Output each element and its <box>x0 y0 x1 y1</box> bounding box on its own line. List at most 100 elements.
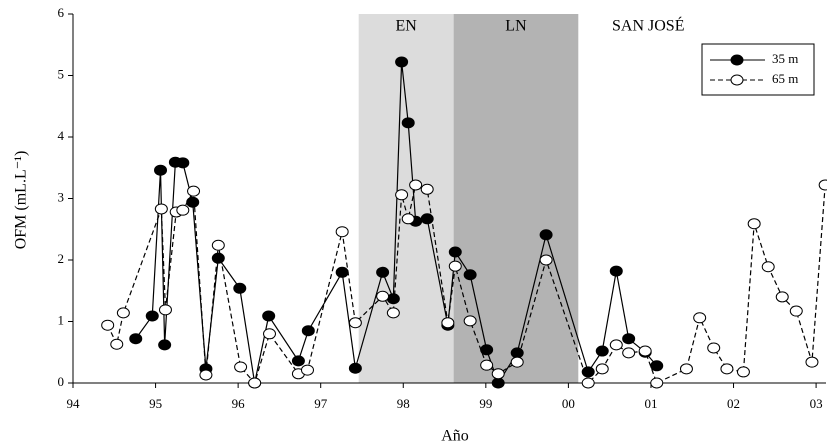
marker <box>211 252 225 264</box>
x-tick-label: 02 <box>727 396 740 411</box>
marker <box>581 366 595 378</box>
marker <box>211 239 225 251</box>
marker <box>448 260 462 272</box>
marker <box>595 363 609 375</box>
marker <box>110 338 124 350</box>
marker <box>401 213 415 225</box>
marker <box>291 355 305 367</box>
legend: 35 m 65 m <box>710 51 798 86</box>
x-axis-label: Año <box>441 428 469 445</box>
marker <box>539 229 553 241</box>
marker <box>720 363 734 375</box>
marker <box>248 377 262 389</box>
marker <box>116 307 130 319</box>
marker <box>199 369 213 381</box>
marker <box>386 307 400 319</box>
x-tick-label: 98 <box>397 396 410 411</box>
y-tick-label: 4 <box>58 128 65 143</box>
legend-box <box>701 43 815 96</box>
y-tick-label: 6 <box>58 5 65 20</box>
marker <box>609 265 623 277</box>
x-tick-label: 96 <box>232 396 246 411</box>
legend-marker <box>730 74 744 86</box>
x-tick-label: 99 <box>479 396 492 411</box>
region-label: EN <box>395 18 417 35</box>
marker <box>262 310 276 322</box>
x-tick-label: 00 <box>562 396 575 411</box>
x-tick-label: 01 <box>644 396 657 411</box>
regions: EN LN <box>358 14 579 383</box>
marker <box>448 246 462 258</box>
marker <box>609 339 623 351</box>
marker <box>638 345 652 357</box>
marker <box>386 293 400 305</box>
marker <box>420 213 434 225</box>
marker <box>335 226 349 238</box>
marker <box>480 344 494 356</box>
marker <box>348 317 362 329</box>
marker <box>335 266 349 278</box>
x-tick-label: 95 <box>149 396 162 411</box>
marker <box>154 203 168 215</box>
y-tick-label: 3 <box>58 189 65 204</box>
marker <box>145 310 159 322</box>
marker <box>348 362 362 374</box>
marker <box>595 345 609 357</box>
annotation: SAN JOSÉ <box>612 16 684 35</box>
x-tick-label: 03 <box>810 396 823 411</box>
marker <box>510 356 524 368</box>
marker <box>187 185 201 197</box>
x-tick-label: 97 <box>314 396 328 411</box>
marker <box>176 204 190 216</box>
marker <box>420 183 434 195</box>
marker <box>747 218 761 230</box>
marker <box>154 164 168 176</box>
marker <box>736 366 750 378</box>
marker <box>158 339 172 351</box>
marker <box>186 196 200 208</box>
marker <box>622 347 636 359</box>
marker <box>376 290 390 302</box>
marker <box>463 315 477 327</box>
region-label: LN <box>505 18 527 35</box>
marker <box>409 179 423 191</box>
y-tick-label: 1 <box>58 312 65 327</box>
marker <box>129 333 143 345</box>
legend-label: 35 m <box>772 51 798 66</box>
marker <box>650 360 664 372</box>
marker <box>818 179 827 191</box>
marker <box>622 333 636 345</box>
plot <box>101 56 827 389</box>
marker <box>510 347 524 359</box>
y-tick-label: 0 <box>58 374 65 389</box>
marker <box>401 117 415 129</box>
marker <box>491 368 505 380</box>
marker <box>101 319 115 331</box>
marker <box>395 189 409 201</box>
marker <box>805 356 819 368</box>
marker <box>480 359 494 371</box>
marker <box>376 266 390 278</box>
marker <box>176 157 190 169</box>
y-tick-label: 5 <box>58 66 65 81</box>
marker <box>441 317 455 329</box>
marker <box>301 325 315 337</box>
marker <box>233 282 247 294</box>
marker <box>761 261 775 273</box>
legend-marker <box>730 54 744 66</box>
marker <box>395 56 409 68</box>
marker <box>463 269 477 281</box>
marker <box>300 364 314 376</box>
marker <box>539 254 553 266</box>
marker <box>263 328 277 340</box>
marker <box>775 291 789 303</box>
marker <box>650 377 664 389</box>
y-axis-label: OFM (mL.L⁻¹) <box>13 151 30 250</box>
legend-label: 65 m <box>772 71 798 86</box>
marker <box>679 363 693 375</box>
marker <box>491 377 505 389</box>
marker <box>789 305 803 317</box>
y-tick-label: 2 <box>58 251 65 266</box>
